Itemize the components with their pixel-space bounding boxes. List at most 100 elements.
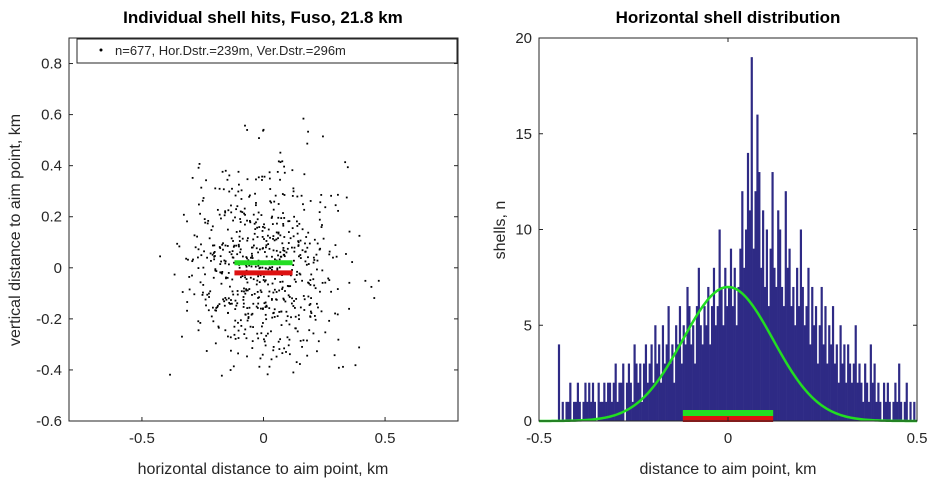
scatter-point bbox=[200, 243, 202, 246]
scatter-title: Individual shell hits, Fuso, 21.8 km bbox=[123, 8, 403, 27]
scatter-point bbox=[293, 300, 295, 302]
histogram-bar bbox=[705, 325, 708, 421]
scatter-point bbox=[263, 302, 266, 305]
scatter-point bbox=[283, 165, 285, 168]
scatter-point bbox=[186, 301, 189, 303]
histogram-bar bbox=[786, 267, 789, 421]
scatter-point bbox=[271, 266, 274, 268]
histogram-bar bbox=[830, 344, 833, 421]
scatter-point bbox=[224, 329, 227, 332]
scatter-point bbox=[286, 336, 289, 339]
scatter-point bbox=[216, 306, 219, 309]
scatter-point bbox=[281, 242, 284, 245]
scatter-point bbox=[275, 249, 278, 252]
scatter-point bbox=[302, 339, 305, 342]
scatter-point bbox=[244, 328, 247, 331]
scatter-point bbox=[309, 200, 312, 202]
scatter-point bbox=[239, 251, 242, 254]
scatter-point bbox=[346, 166, 349, 169]
scatter-point bbox=[245, 278, 248, 280]
scatter-point bbox=[227, 335, 229, 338]
histogram-bar bbox=[712, 267, 716, 421]
scatter-point bbox=[294, 327, 297, 330]
scatter-point bbox=[178, 245, 181, 248]
scatter-point bbox=[268, 365, 271, 368]
scatter-point bbox=[295, 274, 298, 276]
scatter-point bbox=[230, 211, 233, 214]
histogram-bar bbox=[898, 363, 901, 421]
scatter-point bbox=[277, 203, 280, 205]
scatter-point bbox=[233, 244, 236, 247]
scatter-point bbox=[270, 268, 273, 271]
histogram-axes-box bbox=[538, 37, 918, 422]
scatter-point bbox=[316, 259, 319, 262]
scatter-point bbox=[258, 365, 261, 368]
scatter-point bbox=[256, 307, 259, 309]
scatter-point bbox=[293, 246, 296, 249]
scatter-point bbox=[198, 163, 201, 165]
scatter-point bbox=[207, 219, 210, 222]
histogram-bar bbox=[608, 382, 612, 421]
scatter-point bbox=[267, 228, 270, 231]
scatter-point bbox=[263, 238, 265, 240]
scatter-point bbox=[222, 188, 225, 191]
histogram-bar bbox=[777, 210, 780, 421]
scatter-point bbox=[239, 218, 242, 220]
scatter-point bbox=[266, 332, 269, 335]
scatter-point bbox=[256, 291, 259, 293]
scatter-point bbox=[194, 246, 197, 249]
scatter-point bbox=[287, 242, 290, 244]
scatter-point bbox=[191, 176, 194, 179]
scatter-point bbox=[181, 335, 183, 338]
scatter-point bbox=[210, 315, 213, 318]
scatter-point bbox=[230, 253, 233, 256]
scatter-point bbox=[324, 281, 327, 284]
scatter-point bbox=[248, 288, 251, 290]
histogram-bar bbox=[860, 382, 863, 421]
scatter-point bbox=[219, 271, 222, 274]
scatter-point bbox=[291, 269, 293, 271]
scatter-point bbox=[226, 276, 229, 279]
scatter-point bbox=[198, 203, 200, 206]
scatter-point bbox=[215, 309, 218, 312]
scatter-point bbox=[348, 307, 350, 310]
scatter-point bbox=[226, 228, 229, 231]
histogram-bar bbox=[892, 401, 895, 421]
scatter-point bbox=[228, 263, 230, 266]
scatter-point bbox=[251, 246, 254, 249]
scatter-point bbox=[333, 354, 336, 357]
scatter-point bbox=[257, 251, 259, 254]
scatter-point bbox=[259, 357, 262, 360]
scatter-point bbox=[247, 316, 250, 318]
scatter-point bbox=[314, 287, 317, 290]
scatter-point bbox=[296, 195, 299, 198]
scatter-point bbox=[229, 369, 232, 371]
scatter-point bbox=[306, 339, 308, 342]
histogram-bar bbox=[676, 344, 680, 421]
scatter-point bbox=[337, 338, 340, 341]
scatter-point bbox=[278, 258, 281, 261]
scatter-point bbox=[275, 291, 278, 293]
scatter-point bbox=[277, 160, 280, 163]
scatter-point bbox=[261, 353, 264, 356]
scatter-point bbox=[256, 218, 259, 221]
scatter-point bbox=[234, 299, 237, 302]
scatter-point bbox=[269, 188, 272, 190]
scatter-legend-box bbox=[76, 38, 458, 64]
scatter-point bbox=[239, 221, 242, 223]
scatter-point bbox=[206, 222, 209, 225]
scatter-point bbox=[276, 268, 279, 271]
scatter-point bbox=[224, 297, 227, 299]
scatter-point bbox=[209, 252, 212, 255]
histogram-bar bbox=[796, 267, 799, 421]
scatter-point bbox=[330, 194, 332, 197]
scatter-point bbox=[251, 347, 254, 349]
scatter-point bbox=[232, 240, 234, 242]
scatter-point bbox=[289, 285, 292, 288]
scatter-point bbox=[307, 130, 309, 133]
scatter-point bbox=[260, 214, 263, 216]
histogram-bar bbox=[618, 382, 621, 421]
scatter-point bbox=[246, 257, 248, 260]
histogram-bar bbox=[760, 267, 763, 421]
scatter-point bbox=[265, 305, 268, 308]
